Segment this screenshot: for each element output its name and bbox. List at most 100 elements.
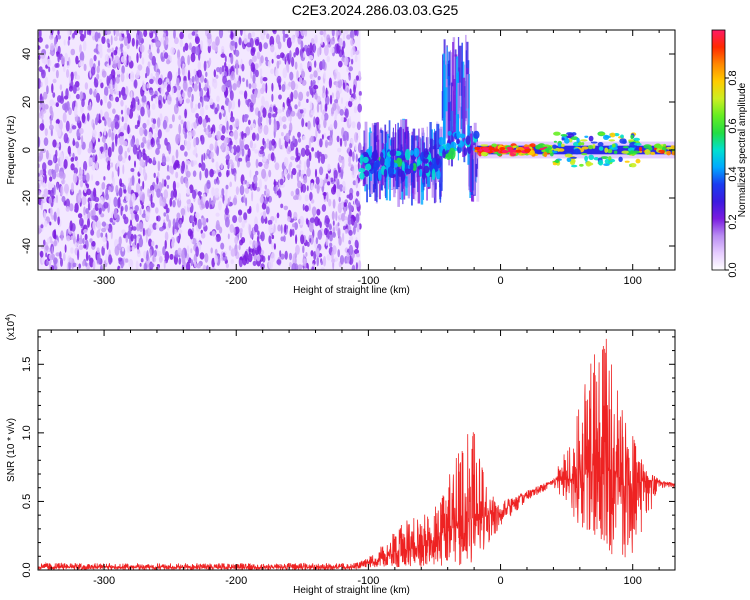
noise-speckle	[323, 191, 326, 200]
noise-speckle	[281, 143, 284, 150]
noise-speckle	[122, 93, 127, 101]
scintillation-blob	[442, 148, 446, 159]
trace-blob	[622, 140, 627, 144]
noise-speckle	[100, 82, 104, 89]
noise-speckle	[341, 46, 344, 56]
noise-speckle	[180, 90, 183, 95]
noise-speckle	[84, 30, 87, 39]
trace-blob	[655, 143, 662, 149]
trace-blob	[609, 132, 616, 138]
noise-speckle	[291, 228, 295, 236]
noise-speckle	[248, 83, 252, 89]
noise-speckle	[49, 99, 54, 107]
noise-speckle	[187, 69, 191, 81]
noise-speckle	[327, 163, 331, 171]
noise-speckle	[95, 92, 101, 103]
noise-speckle	[120, 125, 125, 132]
noise-speckle	[100, 264, 103, 270]
scintillation-blob	[459, 133, 466, 139]
noise-speckle	[39, 123, 45, 131]
noise-speckle	[281, 116, 287, 123]
noise-speckle	[222, 75, 228, 85]
noise-speckle	[120, 99, 124, 107]
trace-blob	[600, 156, 609, 160]
noise-speckle	[68, 74, 71, 84]
noise-speckle	[176, 89, 181, 98]
noise-speckle	[201, 96, 204, 108]
noise-speckle	[310, 199, 315, 204]
trace-blob	[553, 140, 558, 143]
noise-speckle	[164, 137, 168, 146]
noise-speckle	[122, 164, 125, 175]
noise-speckle	[302, 135, 306, 141]
noise-speckle	[192, 170, 197, 177]
noise-speckle	[60, 154, 64, 164]
noise-speckle	[329, 230, 333, 236]
noise-speckle	[179, 219, 182, 228]
noise-speckle	[192, 189, 197, 199]
noise-speckle	[245, 99, 248, 106]
noise-speckle	[118, 236, 122, 246]
noise-speckle	[249, 140, 253, 149]
noise-speckle	[135, 182, 141, 194]
noise-speckle	[331, 30, 335, 37]
noise-speckle	[45, 245, 49, 251]
noise-speckle	[134, 192, 139, 198]
noise-speckle	[243, 90, 248, 100]
noise-speckle	[266, 138, 270, 143]
noise-speckle	[121, 30, 124, 34]
noise-speckle	[200, 200, 203, 206]
noise-speckle	[229, 224, 235, 233]
noise-speckle	[341, 200, 344, 210]
noise-speckle	[145, 156, 148, 167]
noise-speckle	[293, 195, 298, 201]
noise-speckle	[225, 216, 230, 228]
noise-speckle	[87, 202, 91, 211]
noise-speckle	[186, 120, 191, 131]
noise-speckle	[218, 30, 224, 39]
noise-speckle	[315, 237, 319, 245]
noise-speckle	[290, 110, 296, 117]
noise-speckle	[38, 66, 43, 73]
noise-speckle	[38, 190, 41, 196]
noise-speckle	[122, 213, 127, 220]
noise-speckle	[100, 213, 105, 218]
noise-speckle	[320, 260, 323, 266]
noise-speckle	[42, 91, 48, 100]
noise-speckle	[113, 36, 118, 42]
noise-speckle	[276, 259, 282, 265]
noise-speckle	[139, 208, 142, 215]
noise-speckle	[178, 192, 182, 201]
noise-speckle	[69, 220, 73, 232]
noise-speckle	[254, 176, 258, 183]
noise-speckle	[329, 134, 334, 145]
noise-speckle	[131, 175, 135, 186]
noise-speckle	[308, 55, 314, 60]
scintillation-streak	[467, 74, 470, 165]
noise-speckle	[146, 206, 151, 213]
noise-speckle	[54, 163, 60, 173]
trace-blob	[618, 156, 623, 162]
noise-speckle	[220, 162, 223, 170]
noise-speckle	[91, 215, 96, 220]
noise-speckle	[313, 70, 318, 78]
scintillation-blob	[390, 159, 395, 169]
trace-blob	[622, 146, 629, 149]
noise-speckle	[138, 115, 141, 123]
noise-speckle	[68, 260, 71, 270]
noise-speckle	[169, 197, 173, 207]
x-tick-label: 0	[497, 575, 503, 587]
noise-speckle	[338, 37, 343, 47]
noise-speckle	[302, 245, 305, 254]
noise-speckle	[326, 254, 331, 261]
noise-speckle	[245, 126, 251, 136]
noise-speckle	[298, 101, 301, 107]
noise-speckle	[289, 50, 292, 61]
noise-speckle	[335, 211, 338, 222]
noise-speckle	[79, 51, 85, 62]
noise-speckle	[216, 145, 220, 157]
noise-speckle	[253, 143, 257, 149]
noise-speckle	[172, 200, 176, 208]
noise-speckle	[63, 252, 66, 262]
noise-speckle	[67, 39, 70, 46]
